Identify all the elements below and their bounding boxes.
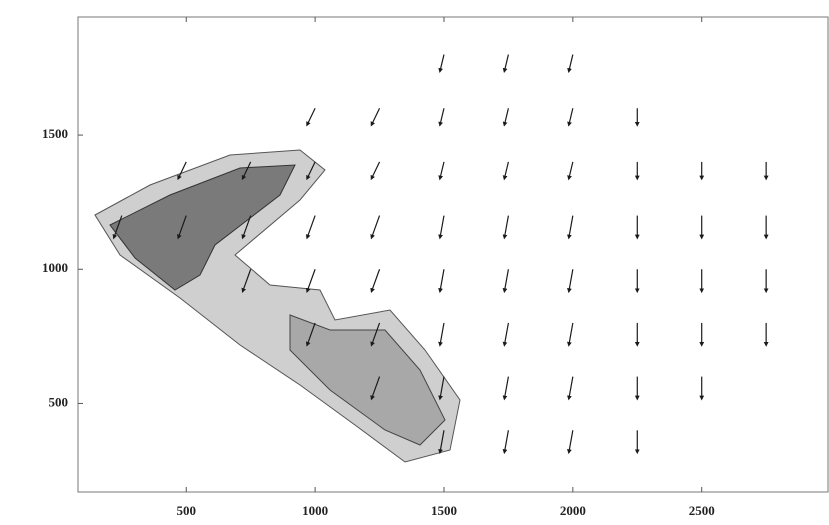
arrow bbox=[502, 269, 510, 294]
arrow bbox=[438, 215, 445, 240]
arrow bbox=[370, 107, 381, 127]
arrow bbox=[370, 161, 381, 181]
arrow bbox=[502, 54, 509, 74]
arrow bbox=[438, 108, 445, 127]
arrow bbox=[370, 215, 381, 240]
arrow bbox=[567, 54, 574, 74]
arrow bbox=[502, 215, 510, 240]
arrow bbox=[241, 161, 252, 181]
arrow bbox=[502, 376, 510, 401]
arrow bbox=[438, 322, 445, 347]
arrow bbox=[241, 215, 252, 240]
y-tick-label: 1500 bbox=[42, 126, 68, 141]
arrow bbox=[370, 376, 381, 401]
y-tick-label: 1000 bbox=[42, 260, 68, 275]
arrow bbox=[438, 376, 445, 401]
y-tick-label: 500 bbox=[49, 394, 69, 409]
arrow bbox=[306, 107, 316, 127]
arrow bbox=[438, 269, 445, 294]
arrow bbox=[438, 54, 445, 74]
x-tick-label: 2000 bbox=[560, 503, 586, 518]
arrow bbox=[567, 215, 574, 240]
contour-core bbox=[109, 164, 296, 291]
arrow bbox=[567, 269, 574, 294]
x-tick-label: 500 bbox=[176, 503, 196, 518]
arrow bbox=[305, 269, 316, 293]
arrow bbox=[438, 161, 445, 181]
arrow bbox=[502, 430, 510, 455]
arrow bbox=[305, 215, 316, 240]
arrow bbox=[567, 161, 574, 181]
arrow bbox=[112, 215, 123, 240]
arrow bbox=[177, 161, 187, 181]
arrow bbox=[567, 430, 574, 455]
arrow bbox=[567, 322, 574, 347]
arrow bbox=[370, 269, 381, 293]
contour-core bbox=[289, 314, 446, 446]
arrow bbox=[438, 430, 445, 455]
arrow bbox=[305, 322, 316, 347]
arrow bbox=[241, 269, 252, 293]
arrow bbox=[567, 108, 574, 127]
x-tick-label: 1500 bbox=[431, 503, 457, 518]
arrow bbox=[567, 376, 574, 401]
arrow bbox=[177, 215, 187, 240]
x-tick-label: 1000 bbox=[302, 503, 328, 518]
arrow bbox=[502, 322, 510, 347]
arrow bbox=[306, 161, 316, 181]
arrow bbox=[502, 161, 509, 181]
x-tick-label: 2500 bbox=[689, 503, 715, 518]
arrow bbox=[502, 108, 509, 127]
arrow bbox=[370, 322, 381, 347]
